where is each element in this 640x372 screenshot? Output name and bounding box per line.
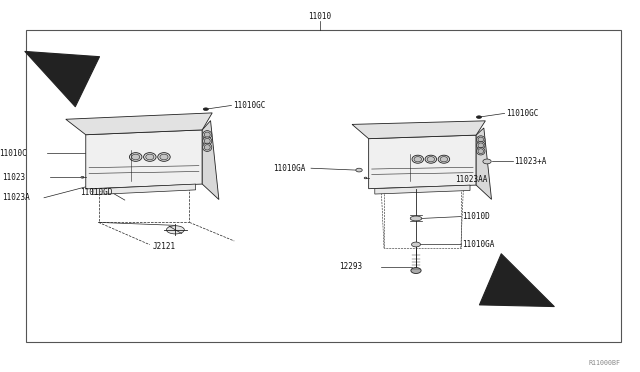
Text: 11010GC: 11010GC bbox=[233, 101, 265, 110]
Text: 11010: 11010 bbox=[308, 12, 332, 21]
Polygon shape bbox=[476, 128, 492, 199]
Ellipse shape bbox=[166, 226, 184, 234]
Ellipse shape bbox=[129, 153, 142, 161]
Ellipse shape bbox=[410, 216, 422, 221]
Ellipse shape bbox=[204, 138, 210, 144]
Polygon shape bbox=[92, 184, 196, 195]
Text: 11010GD: 11010GD bbox=[80, 188, 113, 197]
Ellipse shape bbox=[483, 159, 492, 164]
Polygon shape bbox=[86, 130, 202, 189]
Ellipse shape bbox=[160, 154, 168, 160]
Text: R11000BF: R11000BF bbox=[589, 360, 621, 366]
Text: 11010GA: 11010GA bbox=[273, 164, 305, 173]
Ellipse shape bbox=[476, 116, 481, 118]
Polygon shape bbox=[66, 113, 212, 135]
Polygon shape bbox=[202, 121, 219, 199]
Ellipse shape bbox=[478, 143, 483, 148]
Text: 11010C: 11010C bbox=[0, 149, 27, 158]
Ellipse shape bbox=[414, 157, 422, 162]
Ellipse shape bbox=[204, 108, 209, 110]
Ellipse shape bbox=[438, 155, 450, 163]
Ellipse shape bbox=[157, 153, 170, 161]
Ellipse shape bbox=[203, 137, 212, 145]
Ellipse shape bbox=[477, 142, 485, 149]
Text: 11023A: 11023A bbox=[3, 193, 30, 202]
Text: FRONT: FRONT bbox=[494, 286, 518, 295]
Ellipse shape bbox=[412, 242, 420, 247]
Ellipse shape bbox=[411, 267, 421, 273]
Ellipse shape bbox=[356, 168, 362, 172]
Text: 11010GC: 11010GC bbox=[506, 109, 538, 118]
Polygon shape bbox=[369, 135, 476, 189]
Ellipse shape bbox=[427, 157, 435, 162]
Ellipse shape bbox=[477, 136, 485, 143]
Text: 11010D: 11010D bbox=[462, 212, 490, 221]
Ellipse shape bbox=[132, 154, 140, 160]
Ellipse shape bbox=[477, 147, 485, 155]
Ellipse shape bbox=[425, 155, 436, 163]
Ellipse shape bbox=[478, 149, 483, 154]
Text: 12293: 12293 bbox=[339, 262, 362, 271]
Text: 11023: 11023 bbox=[3, 173, 26, 182]
Text: 11023AA: 11023AA bbox=[455, 175, 488, 184]
Ellipse shape bbox=[204, 145, 210, 150]
Ellipse shape bbox=[440, 157, 447, 162]
Ellipse shape bbox=[478, 137, 483, 142]
Ellipse shape bbox=[204, 132, 210, 137]
Text: FRONT: FRONT bbox=[45, 64, 69, 73]
Text: 11023+A: 11023+A bbox=[515, 157, 547, 166]
Ellipse shape bbox=[203, 143, 212, 151]
Bar bbox=[26, 30, 621, 342]
Ellipse shape bbox=[146, 154, 154, 160]
Ellipse shape bbox=[364, 177, 367, 179]
Ellipse shape bbox=[143, 153, 156, 161]
Ellipse shape bbox=[81, 176, 84, 178]
Text: J2121: J2121 bbox=[152, 242, 175, 251]
Polygon shape bbox=[352, 121, 485, 139]
Ellipse shape bbox=[203, 131, 212, 139]
Polygon shape bbox=[375, 185, 470, 194]
Ellipse shape bbox=[412, 155, 424, 163]
Text: 11010GA: 11010GA bbox=[462, 240, 495, 249]
